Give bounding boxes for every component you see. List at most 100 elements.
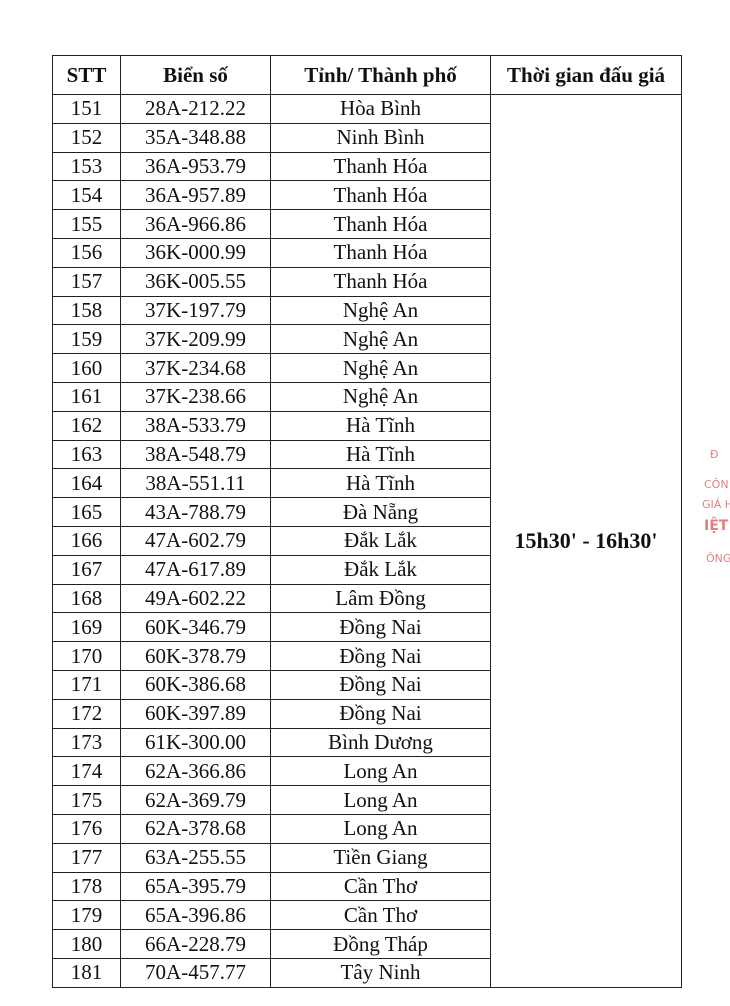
header-cell: STT bbox=[52, 55, 121, 95]
stamp-text: ÔNG bbox=[706, 552, 730, 565]
table-row: 160 37K-234.68 Nghệ An bbox=[52, 353, 682, 383]
province-cell: Hà Tĩnh bbox=[270, 410, 491, 441]
stt-cell: 175 bbox=[52, 785, 121, 815]
stt-cell: 158 bbox=[52, 295, 121, 326]
province-cell: Thanh Hóa bbox=[270, 237, 491, 268]
table-row: 155 36A-966.86 Thanh Hóa bbox=[52, 209, 682, 239]
plate-cell: 36K-005.55 bbox=[120, 266, 271, 297]
plate-cell: 38A-548.79 bbox=[120, 439, 271, 470]
table-row: 178 65A-395.79 Cần Thơ bbox=[52, 871, 682, 902]
plate-cell: 63A-255.55 bbox=[120, 842, 271, 873]
stamp-text: CÔN bbox=[704, 478, 729, 491]
province-cell: Đồng Tháp bbox=[270, 929, 491, 959]
province-cell: Đắk Lắk bbox=[270, 525, 491, 556]
plate-cell: 62A-378.68 bbox=[120, 813, 271, 844]
province-cell: Thanh Hóa bbox=[270, 151, 491, 182]
plate-cell: 36A-953.79 bbox=[120, 151, 271, 182]
province-cell: Nghệ An bbox=[270, 295, 491, 326]
header-cell: Thời gian đấu giá bbox=[490, 55, 682, 95]
plate-cell: 66A-228.79 bbox=[120, 929, 271, 959]
plate-cell: 47A-602.79 bbox=[120, 525, 271, 556]
table-row: 159 37K-209.99 Nghệ An bbox=[52, 324, 682, 355]
stt-cell: 163 bbox=[52, 439, 121, 470]
table-row: 167 47A-617.89 Đắk Lắk bbox=[52, 554, 682, 585]
header-row: STT Biển số Tỉnh/ Thành phố Thời gian đấu g… bbox=[52, 55, 682, 95]
auction-table: STT Biển số Tỉnh/ Thành phố Thời gian đấu g… bbox=[52, 55, 682, 988]
stt-cell: 176 bbox=[52, 813, 121, 844]
province-cell: Thanh Hóa bbox=[270, 209, 491, 239]
table-row: 162 38A-533.79 Hà Tĩnh bbox=[52, 410, 682, 441]
plate-cell: 60K-386.68 bbox=[120, 669, 271, 700]
stt-cell: 154 bbox=[52, 180, 121, 211]
stt-cell: 169 bbox=[52, 612, 121, 643]
stt-cell: 180 bbox=[52, 929, 121, 959]
province-cell: Hà Tĩnh bbox=[270, 468, 491, 499]
table-row: 158 37K-197.79 Nghệ An bbox=[52, 295, 682, 326]
stt-cell: 157 bbox=[52, 266, 121, 297]
province-cell: Nghệ An bbox=[270, 381, 491, 412]
time-cell: 15h30' - 16h30' bbox=[490, 94, 682, 988]
table-row: 152 35A-348.88 Ninh Bình bbox=[52, 122, 682, 153]
stt-cell: 179 bbox=[52, 900, 121, 931]
province-cell: Cần Thơ bbox=[270, 900, 491, 931]
stamp-text: IỆT bbox=[704, 518, 729, 534]
plate-cell: 61K-300.00 bbox=[120, 727, 271, 758]
plate-cell: 60K-397.89 bbox=[120, 698, 271, 729]
stt-cell: 160 bbox=[52, 353, 121, 383]
plate-cell: 65A-396.86 bbox=[120, 900, 271, 931]
province-cell: Hòa Bình bbox=[270, 94, 491, 124]
stt-cell: 171 bbox=[52, 669, 121, 700]
plate-cell: 47A-617.89 bbox=[120, 554, 271, 585]
stt-cell: 168 bbox=[52, 583, 121, 614]
province-cell: Hà Tĩnh bbox=[270, 439, 491, 470]
province-cell: Cần Thơ bbox=[270, 871, 491, 902]
province-cell: Long An bbox=[270, 756, 491, 787]
table-row: 170 60K-378.79 Đồng Nai bbox=[52, 641, 682, 671]
province-cell: Lâm Đồng bbox=[270, 583, 491, 614]
stt-cell: 152 bbox=[52, 122, 121, 153]
stamp-text: GIÁ H bbox=[702, 498, 730, 511]
table-row: 164 38A-551.11 Hà Tĩnh bbox=[52, 468, 682, 499]
province-cell: Bình Dương bbox=[270, 727, 491, 758]
table-row: 151 28A-212.22 Hòa Bình 15h30' - 16h30' bbox=[52, 94, 682, 988]
stt-cell: 153 bbox=[52, 151, 121, 182]
table-row: 181 70A-457.77 Tây Ninh bbox=[52, 957, 682, 988]
plate-cell: 36A-966.86 bbox=[120, 209, 271, 239]
table-row: 157 36K-005.55 Thanh Hóa bbox=[52, 266, 682, 297]
plate-cell: 62A-369.79 bbox=[120, 785, 271, 815]
plate-cell: 60K-378.79 bbox=[120, 641, 271, 671]
table-row: 176 62A-378.68 Long An bbox=[52, 813, 682, 844]
stt-cell: 170 bbox=[52, 641, 121, 671]
table-row: 172 60K-397.89 Đồng Nai bbox=[52, 698, 682, 729]
province-cell: Thanh Hóa bbox=[270, 180, 491, 211]
plate-cell: 36K-000.99 bbox=[120, 237, 271, 268]
table-row: 173 61K-300.00 Bình Dương bbox=[52, 727, 682, 758]
plate-cell: 36A-957.89 bbox=[120, 180, 271, 211]
plate-cell: 37K-197.79 bbox=[120, 295, 271, 326]
header-cell: Tỉnh/ Thành phố bbox=[270, 55, 491, 95]
stt-cell: 173 bbox=[52, 727, 121, 758]
province-cell: Long An bbox=[270, 785, 491, 815]
table-row: 163 38A-548.79 Hà Tĩnh bbox=[52, 439, 682, 470]
province-cell: Đồng Nai bbox=[270, 612, 491, 643]
stt-cell: 178 bbox=[52, 871, 121, 902]
plate-cell: 38A-533.79 bbox=[120, 410, 271, 441]
province-cell: Đà Nẵng bbox=[270, 497, 491, 527]
province-cell: Nghệ An bbox=[270, 324, 491, 355]
plate-cell: 37K-234.68 bbox=[120, 353, 271, 383]
province-cell: Đồng Nai bbox=[270, 641, 491, 671]
province-cell: Đồng Nai bbox=[270, 669, 491, 700]
province-cell: Đắk Lắk bbox=[270, 554, 491, 585]
stamp-text: Đ bbox=[710, 448, 719, 461]
table-row: 166 47A-602.79 Đắk Lắk bbox=[52, 525, 682, 556]
header-cell: Biển số bbox=[120, 55, 271, 95]
stt-cell: 177 bbox=[52, 842, 121, 873]
stt-cell: 165 bbox=[52, 497, 121, 527]
stt-cell: 151 bbox=[52, 94, 121, 124]
stt-cell: 155 bbox=[52, 209, 121, 239]
stt-cell: 172 bbox=[52, 698, 121, 729]
province-cell: Tiền Giang bbox=[270, 842, 491, 873]
table-row: 179 65A-396.86 Cần Thơ bbox=[52, 900, 682, 931]
stt-cell: 156 bbox=[52, 237, 121, 268]
